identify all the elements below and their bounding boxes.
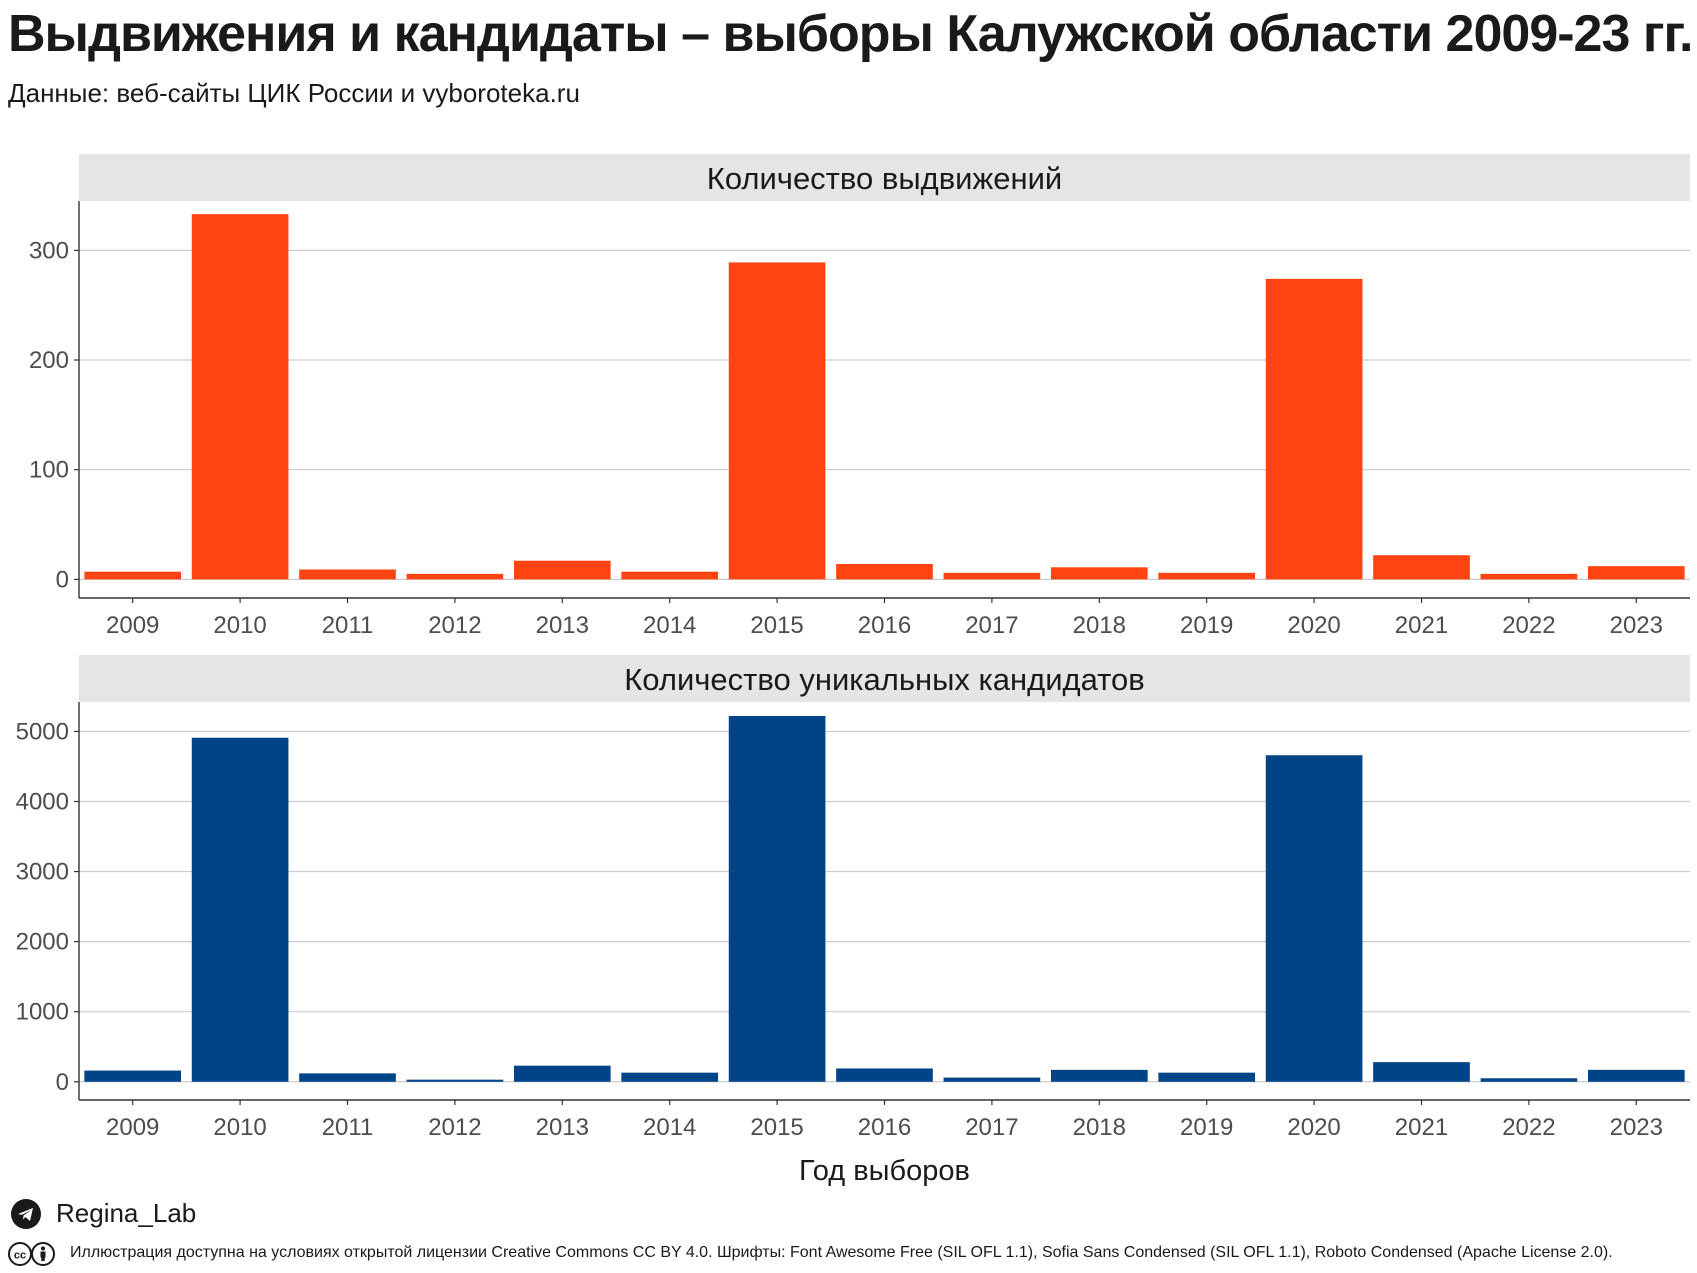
bar-2020 bbox=[1265, 278, 1363, 580]
bar-2013 bbox=[513, 560, 611, 580]
bar-2013 bbox=[513, 1065, 611, 1082]
bar-2021 bbox=[1373, 1062, 1470, 1082]
bar-2015 bbox=[728, 716, 826, 1082]
bar-2019 bbox=[1158, 572, 1256, 580]
x-tick-label: 2020 bbox=[1287, 612, 1340, 639]
bar-2020 bbox=[1265, 755, 1363, 1082]
y-tick-label: 5000 bbox=[16, 718, 69, 745]
x-tick-label: 2020 bbox=[1287, 1114, 1340, 1141]
bar-2022 bbox=[1480, 573, 1578, 580]
x-tick-label: 2017 bbox=[965, 1114, 1018, 1141]
y-tick-label: 1000 bbox=[16, 999, 69, 1026]
x-tick-label: 2013 bbox=[536, 612, 589, 639]
bar-2021 bbox=[1373, 555, 1470, 580]
x-tick-label: 2015 bbox=[750, 1114, 803, 1141]
bar-2016 bbox=[836, 564, 933, 580]
x-tick-label: 2018 bbox=[1073, 1114, 1126, 1141]
bar-2012 bbox=[406, 573, 504, 580]
x-tick-label: 2019 bbox=[1180, 612, 1233, 639]
bar-2010 bbox=[191, 214, 289, 580]
bar-2018 bbox=[1050, 1069, 1148, 1082]
y-tick-label: 0 bbox=[56, 566, 69, 593]
bar-2017 bbox=[943, 572, 1041, 580]
y-tick-label: 4000 bbox=[16, 789, 69, 816]
telegram-icon bbox=[11, 1199, 41, 1229]
bar-2011 bbox=[299, 1073, 396, 1082]
author-handle: Regina_Lab bbox=[56, 1198, 197, 1228]
bar-2010 bbox=[191, 737, 289, 1082]
chart-title: Выдвижения и кандидаты – выборы Калужско… bbox=[8, 5, 1693, 63]
y-tick-label: 3000 bbox=[16, 859, 69, 886]
x-tick-label: 2021 bbox=[1395, 1114, 1448, 1141]
y-tick-label: 200 bbox=[29, 347, 69, 374]
bar-2018 bbox=[1050, 567, 1148, 580]
x-tick-label: 2011 bbox=[322, 1114, 374, 1141]
svg-text:cc: cc bbox=[14, 1250, 26, 1262]
x-tick-label: 2018 bbox=[1073, 612, 1126, 639]
bar-2009 bbox=[84, 571, 182, 580]
bar-2022 bbox=[1480, 1078, 1578, 1082]
x-tick-label: 2022 bbox=[1502, 1114, 1555, 1141]
bar-2023 bbox=[1587, 566, 1685, 580]
x-tick-label: 2022 bbox=[1502, 612, 1555, 639]
bar-2019 bbox=[1158, 1072, 1256, 1082]
bar-2014 bbox=[621, 1072, 719, 1082]
x-tick-label: 2023 bbox=[1610, 612, 1663, 639]
x-tick-label: 2015 bbox=[750, 612, 803, 639]
bar-2016 bbox=[836, 1068, 933, 1082]
bar-2009 bbox=[84, 1070, 182, 1082]
x-tick-label: 2021 bbox=[1395, 612, 1448, 639]
y-tick-label: 2000 bbox=[16, 929, 69, 956]
x-tick-label: 2009 bbox=[106, 612, 159, 639]
license-text: Иллюстрация доступна на условиях открыто… bbox=[70, 1244, 1613, 1261]
bar-2017 bbox=[943, 1077, 1041, 1082]
x-tick-label: 2010 bbox=[213, 612, 266, 639]
x-tick-label: 2009 bbox=[106, 1114, 159, 1141]
x-tick-label: 2011 bbox=[322, 612, 374, 639]
chart-subtitle: Данные: веб-сайты ЦИК России и vyborotek… bbox=[8, 78, 580, 108]
creative-commons-icon: cc bbox=[8, 1242, 55, 1266]
panel-title: Количество уникальных кандидатов bbox=[624, 662, 1144, 697]
panel-title: Количество выдвижений bbox=[707, 161, 1062, 196]
x-tick-label: 2012 bbox=[428, 1114, 481, 1141]
y-tick-label: 300 bbox=[29, 237, 69, 264]
panel-strip bbox=[79, 154, 1690, 201]
x-tick-label: 2013 bbox=[536, 1114, 589, 1141]
bar-2012 bbox=[406, 1079, 504, 1082]
x-tick-label: 2012 bbox=[428, 612, 481, 639]
bar-2023 bbox=[1587, 1069, 1685, 1082]
x-tick-label: 2016 bbox=[858, 612, 911, 639]
x-tick-label: 2010 bbox=[213, 1114, 266, 1141]
y-tick-label: 0 bbox=[56, 1069, 69, 1096]
x-axis-label: Год выборов bbox=[799, 1155, 970, 1187]
x-tick-label: 2014 bbox=[643, 612, 696, 639]
x-tick-label: 2014 bbox=[643, 1114, 696, 1141]
bar-2015 bbox=[728, 262, 826, 580]
x-tick-label: 2016 bbox=[858, 1114, 911, 1141]
bar-2014 bbox=[621, 571, 719, 580]
bar-2011 bbox=[299, 569, 396, 580]
x-tick-label: 2023 bbox=[1610, 1114, 1663, 1141]
panel-strip bbox=[79, 655, 1690, 702]
y-tick-label: 100 bbox=[29, 457, 69, 484]
x-tick-label: 2019 bbox=[1180, 1114, 1233, 1141]
x-tick-label: 2017 bbox=[965, 612, 1018, 639]
